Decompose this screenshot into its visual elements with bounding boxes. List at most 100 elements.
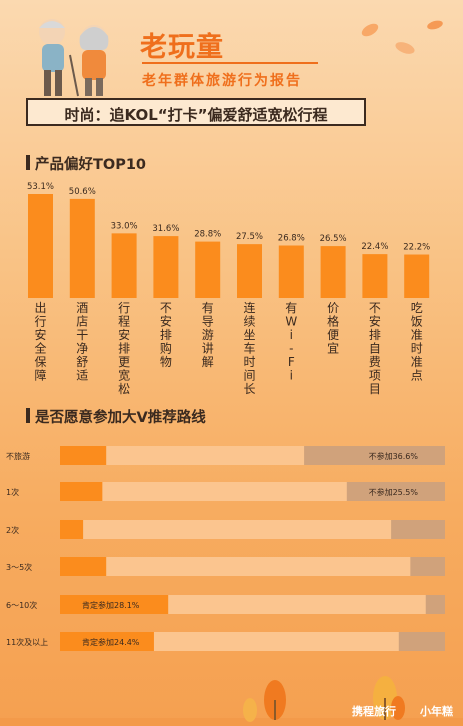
bar-value-label: 26.5% <box>320 234 347 244</box>
row-category-label: 6～10次 <box>6 600 37 610</box>
segment-value-label: 肯定参加24.4% <box>82 637 140 647</box>
category-label: 自 <box>369 342 381 356</box>
row-track <box>60 557 445 576</box>
category-label: i <box>290 369 293 383</box>
category-label: 费 <box>369 355 381 369</box>
category-label: 排 <box>160 328 172 342</box>
headline-text: 时尚：追KOL“打卡”偏爱舒适宽松行程 <box>64 106 328 124</box>
segment-no <box>398 632 445 651</box>
section-marker <box>26 155 30 170</box>
row-category-label: 2次 <box>6 525 19 535</box>
category-label: 适 <box>76 369 88 383</box>
bar-9 <box>362 254 388 298</box>
segment-no <box>410 557 445 576</box>
category-label: 目 <box>369 382 381 396</box>
category-label: 松 <box>118 382 130 396</box>
headline-banner: 时尚：追KOL“打卡”偏爱舒适宽松行程 <box>26 98 366 126</box>
section-title-preferences: 产品偏好TOP10 <box>35 157 147 173</box>
bar-value-label: 50.6% <box>69 187 96 197</box>
category-label: 更 <box>118 355 130 369</box>
row-category-label: 1次 <box>6 487 19 497</box>
category-label: 有 <box>285 301 297 315</box>
category-label: 程 <box>118 314 130 329</box>
category-label: 点 <box>411 369 423 383</box>
row-track <box>60 632 445 651</box>
bar-value-label: 27.5% <box>236 232 263 242</box>
category-label: 净 <box>76 342 88 356</box>
category-label: 便 <box>327 328 339 342</box>
segment-value-label: 肯定参加28.1% <box>82 600 140 610</box>
category-label: - <box>289 342 293 356</box>
category-label: 宜 <box>327 341 339 356</box>
category-label: 酒 <box>76 301 88 315</box>
category-label: 排 <box>369 328 381 342</box>
category-label: 不 <box>369 301 381 315</box>
leaves-decoration <box>361 20 443 54</box>
segment-no <box>391 520 445 539</box>
category-label: 时 <box>243 355 255 369</box>
category-label: 排 <box>118 342 130 356</box>
row-category-label: 3～5次 <box>6 562 32 572</box>
bar-7 <box>278 245 304 298</box>
category-label: 准 <box>411 328 423 342</box>
category-label: 解 <box>202 355 214 369</box>
category-label: 购 <box>160 341 172 356</box>
trees-decoration <box>0 676 463 726</box>
category-label: 障 <box>34 368 46 383</box>
bar-5 <box>195 241 221 298</box>
category-label: 保 <box>34 355 46 369</box>
category-label: 有 <box>202 301 214 315</box>
bar-value-label: 22.2% <box>403 243 430 253</box>
elderly-couple-illustration <box>39 19 109 97</box>
segment-yes <box>60 446 107 465</box>
category-label: 安 <box>160 314 172 329</box>
category-label: 安 <box>369 314 381 329</box>
category-label: 游 <box>202 328 214 342</box>
bar-value-label: 22.4% <box>361 242 388 252</box>
category-label: 干 <box>76 328 88 342</box>
brand-xiaoniangao: 小年糕 <box>420 705 453 718</box>
segment-yes <box>60 520 84 539</box>
category-label: 格 <box>327 314 339 329</box>
category-label: W <box>285 315 297 329</box>
category-label: 价 <box>327 301 339 315</box>
category-label: 全 <box>34 341 46 356</box>
kol-route-stacked-chart: 不旅游 1次 2次 3～5次 6～10次 11次及以上 不参加36.6% 不参加25.5% 肯定… <box>6 446 445 651</box>
bar-8 <box>320 246 346 298</box>
bar-3 <box>111 233 137 298</box>
segment-yes <box>60 557 107 576</box>
category-label: 车 <box>243 341 255 356</box>
brand-ctrip: 携程旅行 <box>352 705 396 718</box>
page-subtitle: 老年群体旅游行为报告 <box>142 73 302 89</box>
segment-value-label: 不参加25.5% <box>369 487 419 497</box>
category-label: 准 <box>411 355 423 369</box>
segment-no <box>304 446 445 465</box>
category-label: 项 <box>369 369 381 383</box>
category-label: 长 <box>243 382 255 396</box>
bar-value-label: 33.0% <box>111 221 138 231</box>
category-label: 行 <box>34 315 46 329</box>
category-label: 间 <box>243 369 255 383</box>
segment-yes <box>60 632 154 651</box>
category-label: 吃 <box>411 301 423 315</box>
preference-bar-chart: 53.1%出行安全保障50.6%酒店干净舒适33.0%行程安排更宽松31.6%不… <box>27 182 430 396</box>
section-title-kol-routes: 是否愿意参加大V推荐路线 <box>35 410 206 426</box>
page-title: 老玩童 <box>140 32 224 63</box>
segment-yes <box>60 595 169 614</box>
row-track <box>60 520 445 539</box>
bar-value-label: 31.6% <box>152 224 179 234</box>
bar-2 <box>69 198 95 298</box>
category-label: 时 <box>411 342 423 356</box>
row-category-label: 11次及以上 <box>6 637 48 647</box>
category-label: i <box>290 328 293 342</box>
category-label: 导 <box>202 315 214 329</box>
section-marker <box>26 408 30 423</box>
bar-value-label: 26.8% <box>278 234 305 244</box>
segment-no <box>346 482 445 501</box>
title-divider <box>142 62 318 64</box>
row-category-label: 不旅游 <box>6 451 30 461</box>
bar-value-label: 28.8% <box>194 230 221 240</box>
category-label: 续 <box>243 315 255 329</box>
category-label: 坐 <box>243 328 255 342</box>
